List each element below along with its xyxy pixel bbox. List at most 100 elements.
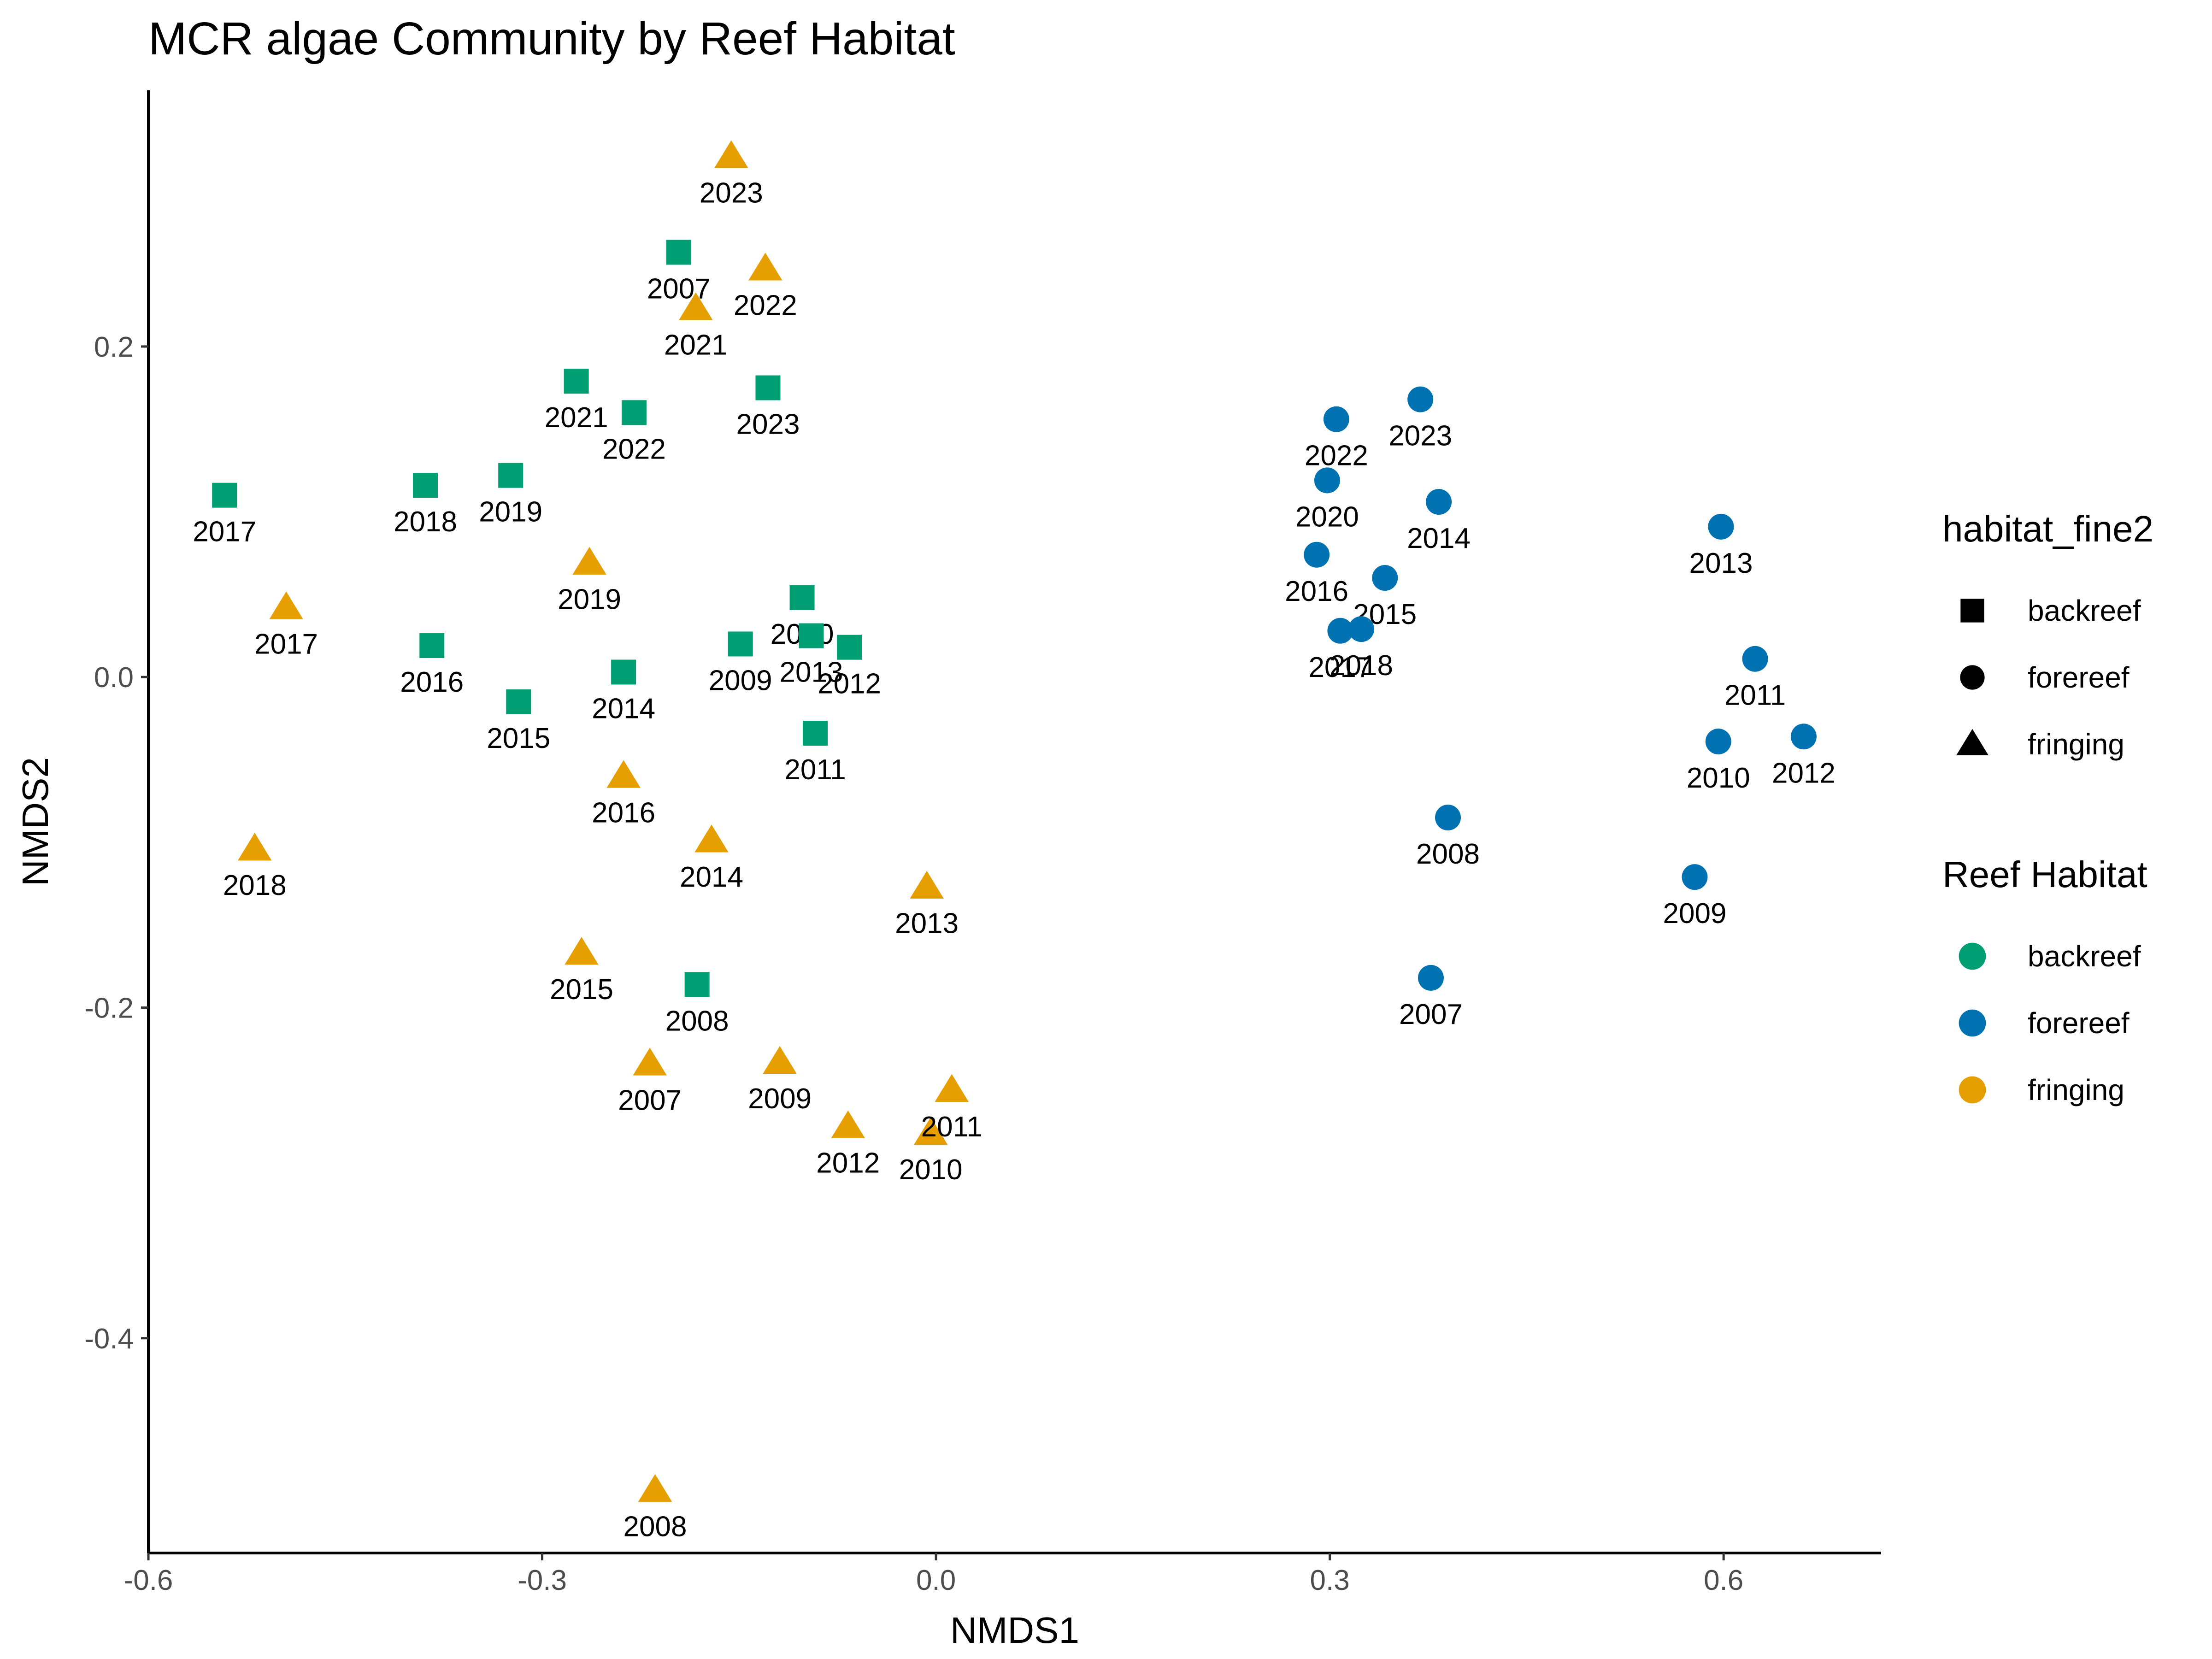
- backreef-label-2011: 2011: [784, 754, 846, 786]
- backreef-point-2013: [799, 623, 824, 648]
- fringing-point-2012: [831, 1110, 865, 1138]
- legend-label-fringing: fringing: [2028, 1073, 2124, 1106]
- backreef-label-2018: 2018: [394, 506, 457, 538]
- backreef-point-2011: [803, 721, 828, 746]
- y-axis-title: NMDS2: [15, 757, 56, 886]
- legend-label-backreef: backreef: [2028, 940, 2141, 973]
- backreef-label-2014: 2014: [592, 693, 655, 724]
- forereef-point-2017: [1327, 618, 1353, 644]
- forereef-label-2007: 2007: [1399, 999, 1463, 1030]
- forereef-label-2016: 2016: [1285, 576, 1348, 607]
- forereef-label-2009: 2009: [1663, 898, 1727, 930]
- forereef-point-2008: [1435, 805, 1461, 831]
- forereef-point-2020: [1314, 467, 1340, 494]
- legend-title: Reef Habitat: [1942, 854, 2147, 895]
- fringing-point-2014: [694, 824, 729, 853]
- forereef-label-2014: 2014: [1407, 523, 1471, 554]
- backreef-label-2015: 2015: [487, 723, 550, 754]
- chart-title: MCR algae Community by Reef Habitat: [148, 13, 955, 65]
- fringing-label-2015: 2015: [550, 974, 613, 1006]
- backreef-label-2023: 2023: [736, 409, 800, 441]
- forereef-point-2015: [1372, 565, 1398, 591]
- x-tick-label: 0.6: [1704, 1565, 1743, 1596]
- backreef-point-2018: [413, 473, 438, 498]
- fringing-point-2013: [910, 871, 944, 899]
- fringing-point-2008: [638, 1474, 672, 1502]
- backreef-label-2009: 2009: [709, 665, 772, 696]
- fringing-label-2007: 2007: [618, 1084, 682, 1116]
- y-tick-label: -0.4: [84, 1323, 134, 1355]
- legend-label-fringing: fringing: [2028, 728, 2124, 761]
- forereef-label-2020: 2020: [1295, 501, 1359, 533]
- backreef-point-2017: [212, 482, 237, 508]
- fringing-point-2015: [565, 937, 599, 965]
- x-axis-title: NMDS1: [950, 1610, 1079, 1651]
- backreef-point-2014: [611, 659, 636, 685]
- forereef-point-2016: [1304, 541, 1330, 568]
- fringing-label-2009: 2009: [748, 1083, 812, 1115]
- x-tick-label: 0.0: [916, 1565, 956, 1596]
- x-tick-label: -0.6: [124, 1565, 173, 1596]
- backreef-label-2013: 2013: [780, 657, 843, 688]
- backreef-label-2019: 2019: [479, 496, 542, 528]
- legend-key-fringing: [1956, 729, 1988, 755]
- fringing-point-2016: [606, 760, 641, 788]
- legend-key-backreef: [1959, 942, 1986, 970]
- legend-key-forereef: [1959, 1009, 1986, 1037]
- forereef-label-2010: 2010: [1687, 762, 1750, 794]
- fringing-point-2022: [748, 253, 782, 281]
- forereef-label-2022: 2022: [1305, 440, 1368, 472]
- x-tick-label: -0.3: [518, 1565, 567, 1596]
- backreef-label-2012: 2012: [818, 668, 881, 700]
- fringing-label-2022: 2022: [734, 289, 797, 321]
- fringing-label-2021: 2021: [664, 329, 728, 361]
- backreef-point-2015: [506, 689, 531, 714]
- forereef-label-2011: 2011: [1724, 680, 1786, 712]
- y-tick-label: -0.2: [84, 992, 134, 1024]
- fringing-point-2007: [633, 1047, 667, 1076]
- backreef-point-2009: [728, 631, 753, 657]
- backreef-label-2008: 2008: [665, 1005, 729, 1037]
- fringing-point-2023: [714, 140, 748, 168]
- fringing-label-2023: 2023: [700, 177, 763, 209]
- backreef-point-2010: [789, 585, 815, 611]
- backreef-point-2023: [755, 375, 781, 400]
- forereef-point-2023: [1407, 386, 1434, 412]
- legend-shape: habitat_fine2 backreef forereef fringing: [1942, 508, 2153, 761]
- fringing-point-2021: [679, 292, 713, 320]
- fringing-point-2019: [572, 547, 606, 575]
- forereef-point-2013: [1708, 513, 1734, 540]
- forereef-point-2018: [1348, 616, 1374, 642]
- fringing-label-2011: 2011: [921, 1111, 982, 1143]
- backreef-point-2021: [564, 369, 589, 394]
- forereef-point-2011: [1742, 646, 1768, 672]
- y-tick-label: 0.0: [94, 662, 134, 694]
- backreef-point-2007: [666, 240, 691, 265]
- backreef-point-2008: [684, 972, 710, 997]
- fringing-label-2010: 2010: [899, 1154, 963, 1186]
- legends: habitat_fine2backreefforereeffringingRee…: [1942, 508, 2153, 1106]
- fringing-point-2017: [269, 591, 303, 619]
- backreef-point-2012: [837, 635, 862, 660]
- x-tick-label: 0.3: [1310, 1565, 1350, 1596]
- series-backreef: 2007200820092010201120122013201420152016…: [193, 240, 881, 1037]
- backreef-label-2022: 2022: [602, 433, 666, 465]
- legend-label-forereef: forereef: [2028, 1006, 2130, 1040]
- forereef-label-2008: 2008: [1416, 838, 1480, 870]
- legend-color: Reef Habitat backreef forereef fringing: [1942, 854, 2147, 1106]
- legend-label-forereef: forereef: [2028, 661, 2130, 694]
- legend-label-backreef: backreef: [2028, 594, 2141, 627]
- fringing-label-2018: 2018: [223, 870, 287, 901]
- fringing-point-2018: [237, 833, 272, 861]
- forereef-point-2007: [1418, 965, 1444, 991]
- backreef-label-2016: 2016: [400, 666, 464, 698]
- series-forereef: 2007200820092010201120122013201420152016…: [1285, 386, 1835, 1030]
- forereef-point-2014: [1426, 489, 1452, 515]
- y-axis-ticks: -0.4 -0.2 0.0 0.2: [84, 331, 148, 1355]
- forereef-point-2012: [1790, 724, 1817, 750]
- fringing-label-2016: 2016: [592, 797, 655, 829]
- backreef-point-2019: [498, 463, 524, 488]
